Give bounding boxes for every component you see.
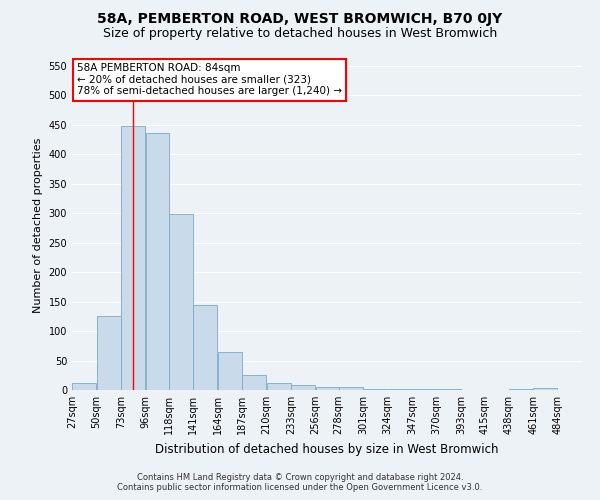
Text: Contains HM Land Registry data © Crown copyright and database right 2024.
Contai: Contains HM Land Registry data © Crown c…	[118, 473, 482, 492]
Bar	[72, 383, 96, 390]
Bar	[169, 214, 193, 390]
X-axis label: Distribution of detached houses by size in West Bromwich: Distribution of detached houses by size …	[155, 442, 499, 456]
Bar	[364, 389, 387, 390]
Bar	[218, 352, 242, 390]
Bar	[267, 383, 290, 390]
Text: 58A PEMBERTON ROAD: 84sqm
← 20% of detached houses are smaller (323)
78% of semi: 58A PEMBERTON ROAD: 84sqm ← 20% of detac…	[77, 64, 342, 96]
Bar	[242, 374, 266, 390]
Text: 58A, PEMBERTON ROAD, WEST BROMWICH, B70 0JY: 58A, PEMBERTON ROAD, WEST BROMWICH, B70 …	[97, 12, 503, 26]
Bar	[97, 316, 121, 390]
Bar	[121, 126, 145, 390]
Bar	[146, 133, 169, 390]
Bar	[193, 304, 217, 390]
Y-axis label: Number of detached properties: Number of detached properties	[33, 138, 43, 312]
Bar	[316, 387, 340, 390]
Bar	[339, 387, 363, 390]
Bar	[291, 386, 315, 390]
Bar	[533, 388, 557, 390]
Text: Size of property relative to detached houses in West Bromwich: Size of property relative to detached ho…	[103, 28, 497, 40]
